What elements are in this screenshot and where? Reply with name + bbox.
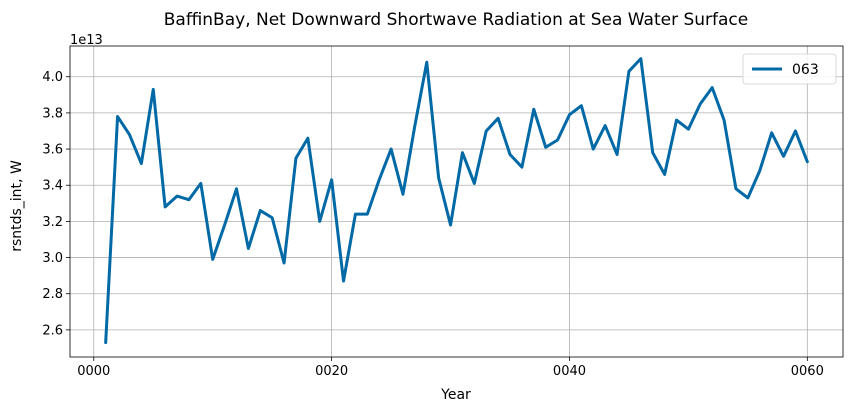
y-tick-label: 3.4	[42, 179, 63, 194]
y-tick-label: 3.2	[42, 215, 63, 230]
x-axis-label: Year	[440, 387, 471, 403]
y-tick-label: 2.6	[42, 323, 63, 338]
y-tick-label: 4.0	[42, 70, 63, 85]
series-layer	[104, 57, 809, 345]
y-tick-label: 3.0	[42, 251, 63, 266]
chart-title: BaffinBay, Net Downward Shortwave Radiat…	[164, 10, 748, 30]
legend-label: 063	[792, 62, 819, 78]
legend-box	[742, 53, 837, 85]
y-tick-label: 3.8	[42, 106, 63, 121]
grid	[70, 46, 843, 357]
x-tick-label: 0040	[553, 364, 586, 379]
series-line-063	[104, 57, 809, 345]
plot-frame	[69, 45, 844, 358]
y-tick-label: 3.6	[42, 143, 63, 158]
y-tick-label: 2.8	[42, 287, 63, 302]
legend: 063	[742, 53, 837, 85]
x-axis: 0000 0020 0040 0060	[77, 357, 824, 379]
x-tick-label: 0020	[315, 364, 348, 379]
y-axis: 2.6 2.8 3.0 3.2 3.4 3.6 3.8 4.0	[42, 70, 70, 338]
y-offset-label: 1e13	[70, 33, 103, 48]
x-tick-label: 0000	[77, 364, 110, 379]
y-axis-label: rsntds_int, W	[9, 160, 25, 252]
x-tick-label: 0060	[791, 364, 824, 379]
